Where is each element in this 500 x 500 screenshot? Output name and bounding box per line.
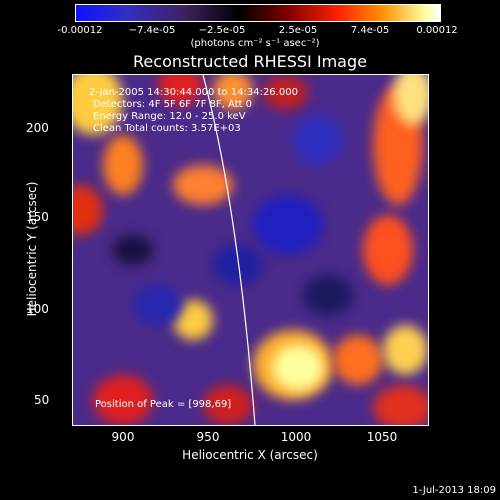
y-tick: 200 [26, 121, 49, 135]
limb-line [202, 75, 256, 425]
y-tick: 150 [26, 210, 49, 224]
colorbar [75, 4, 441, 22]
colorbar-tick: −2.5e-05 [198, 25, 246, 36]
x-axis-label: Heliocentric X (arcsec) [182, 448, 318, 462]
colorbar-tick: 2.5e-05 [278, 25, 318, 36]
colorbar-tick: −7.4e-05 [128, 25, 176, 36]
colorbar-tick: 7.4e-05 [350, 25, 390, 36]
colorbar-tick: 0.00012 [416, 25, 458, 36]
y-tick: 50 [34, 393, 50, 407]
energy-range: Energy Range: 12.0 - 25.0 keV [93, 111, 246, 122]
peak-position: Position of Peak = [998,69] [95, 399, 232, 410]
timestamp: 1-Jul-2013 18:09 [412, 485, 496, 496]
y-tick: 100 [26, 302, 49, 316]
rhessi-image: 2-Jan-2005 14:30:44.000 to 14:34:26.000 … [72, 74, 429, 426]
x-tick: 1000 [280, 430, 312, 444]
detectors-info: Detectors: 4F 5F 6F 7F 8F, Att 0 [93, 99, 253, 110]
image-title: Reconstructed RHESSI Image [133, 52, 367, 71]
colorbar-tick: -0.00012 [57, 25, 103, 36]
time-range: 2-Jan-2005 14:30:44.000 to 14:34:26.000 [89, 87, 298, 98]
x-tick: 950 [196, 430, 220, 444]
y-axis-label: Heliocentric Y (arcsec) [25, 181, 39, 317]
total-counts: Clean Total counts: 3.57E+03 [93, 123, 241, 134]
x-tick: 900 [111, 430, 135, 444]
colorbar-unit: (photons cm⁻² s⁻¹ asec⁻²) [190, 38, 320, 49]
x-tick: 1050 [366, 430, 398, 444]
